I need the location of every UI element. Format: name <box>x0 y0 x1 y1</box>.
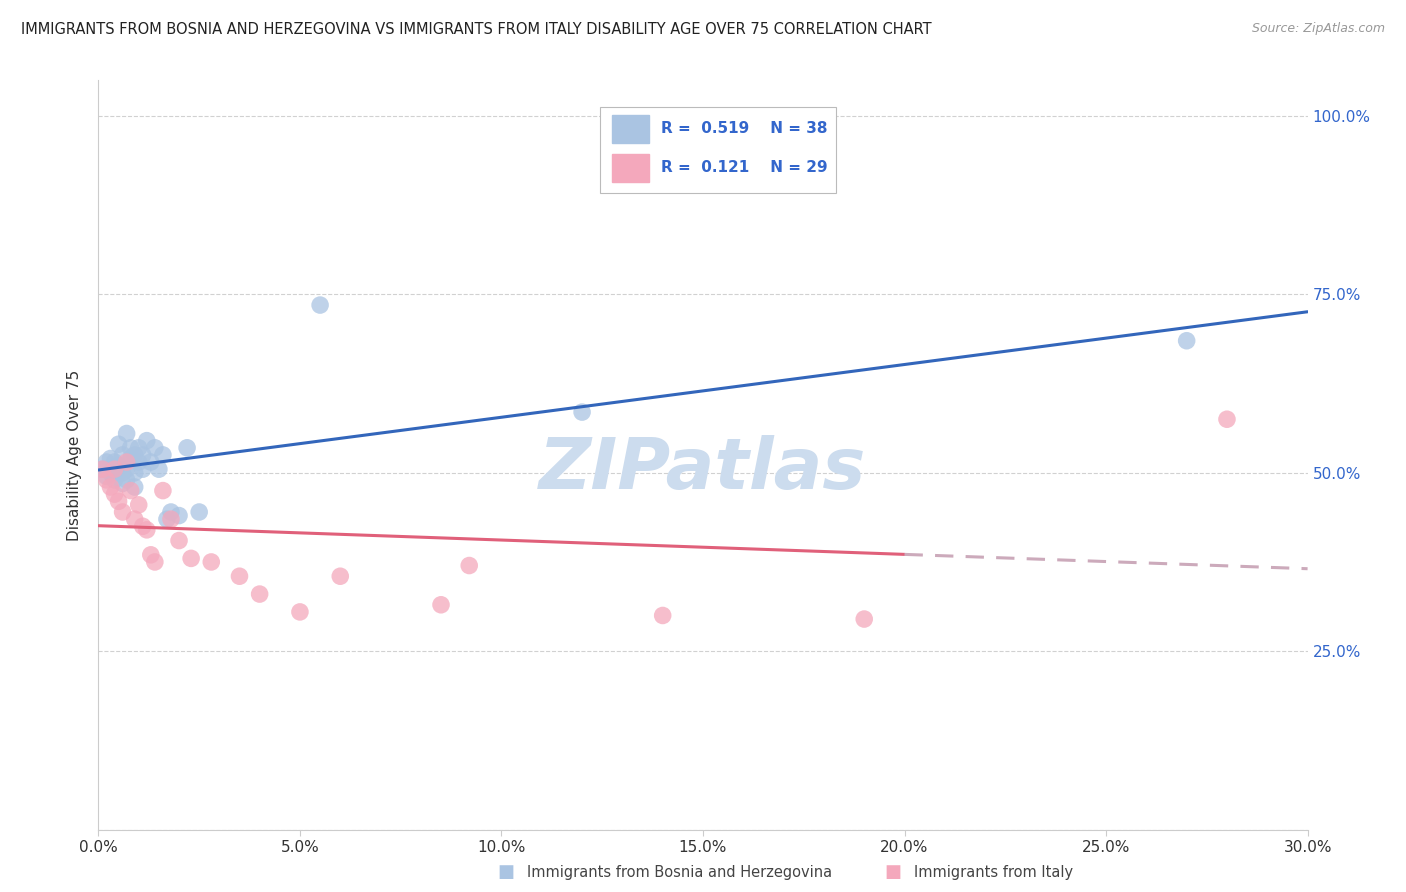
Point <box>111 505 134 519</box>
Point <box>228 569 250 583</box>
Point <box>132 462 155 476</box>
Text: Source: ZipAtlas.com: Source: ZipAtlas.com <box>1251 22 1385 36</box>
FancyBboxPatch shape <box>600 106 837 193</box>
Point <box>156 512 179 526</box>
Point <box>152 483 174 498</box>
Point <box>249 587 271 601</box>
Point <box>132 519 155 533</box>
Point <box>853 612 876 626</box>
Point <box>100 480 122 494</box>
Point <box>1216 412 1239 426</box>
Text: Immigrants from Bosnia and Herzegovina: Immigrants from Bosnia and Herzegovina <box>527 865 832 880</box>
Point <box>309 298 332 312</box>
Point <box>188 505 211 519</box>
Text: ■: ■ <box>884 863 901 881</box>
Point <box>167 508 190 523</box>
Point <box>160 505 183 519</box>
Point <box>124 466 146 480</box>
Point <box>329 569 352 583</box>
Point <box>120 451 142 466</box>
Point <box>651 608 673 623</box>
Point <box>115 462 138 476</box>
Point <box>100 466 122 480</box>
Point <box>107 437 129 451</box>
Point <box>135 434 157 448</box>
Point <box>167 533 190 548</box>
Point <box>200 555 222 569</box>
Point <box>107 494 129 508</box>
Y-axis label: Disability Age Over 75: Disability Age Over 75 <box>67 369 83 541</box>
FancyBboxPatch shape <box>613 153 648 182</box>
FancyBboxPatch shape <box>613 115 648 144</box>
Point <box>571 405 593 419</box>
Point <box>1175 334 1198 348</box>
Point <box>115 473 138 487</box>
Point <box>103 487 125 501</box>
Text: R =  0.519    N = 38: R = 0.519 N = 38 <box>661 121 827 136</box>
Text: Immigrants from Italy: Immigrants from Italy <box>914 865 1073 880</box>
Point <box>103 462 125 476</box>
Point <box>96 469 118 483</box>
Point <box>124 480 146 494</box>
Point <box>100 451 122 466</box>
Point <box>128 455 150 469</box>
Point <box>148 462 170 476</box>
Text: IMMIGRANTS FROM BOSNIA AND HERZEGOVINA VS IMMIGRANTS FROM ITALY DISABILITY AGE O: IMMIGRANTS FROM BOSNIA AND HERZEGOVINA V… <box>21 22 932 37</box>
Point <box>135 523 157 537</box>
Point <box>152 448 174 462</box>
Text: ■: ■ <box>498 863 515 881</box>
Point <box>107 466 129 480</box>
Text: R =  0.121    N = 29: R = 0.121 N = 29 <box>661 161 827 176</box>
Point <box>124 448 146 462</box>
Point <box>180 551 202 566</box>
Point <box>139 548 162 562</box>
Point <box>103 455 125 469</box>
Point <box>115 426 138 441</box>
Point <box>160 512 183 526</box>
Point <box>111 476 134 491</box>
Point <box>107 458 129 473</box>
Point <box>115 455 138 469</box>
Point <box>128 498 150 512</box>
Point <box>139 455 162 469</box>
Point <box>124 512 146 526</box>
Point <box>458 558 481 573</box>
Point <box>288 605 311 619</box>
Point <box>111 448 134 462</box>
Point <box>128 441 150 455</box>
Point <box>111 466 134 480</box>
Point <box>132 448 155 462</box>
Point <box>120 483 142 498</box>
Point <box>176 441 198 455</box>
Point <box>120 441 142 455</box>
Point <box>430 598 453 612</box>
Point <box>96 455 118 469</box>
Text: ZIPatlas: ZIPatlas <box>540 435 866 504</box>
Point <box>143 441 166 455</box>
Point <box>103 473 125 487</box>
Point <box>143 555 166 569</box>
Point <box>96 473 118 487</box>
Point <box>91 462 114 476</box>
Point <box>91 462 114 476</box>
